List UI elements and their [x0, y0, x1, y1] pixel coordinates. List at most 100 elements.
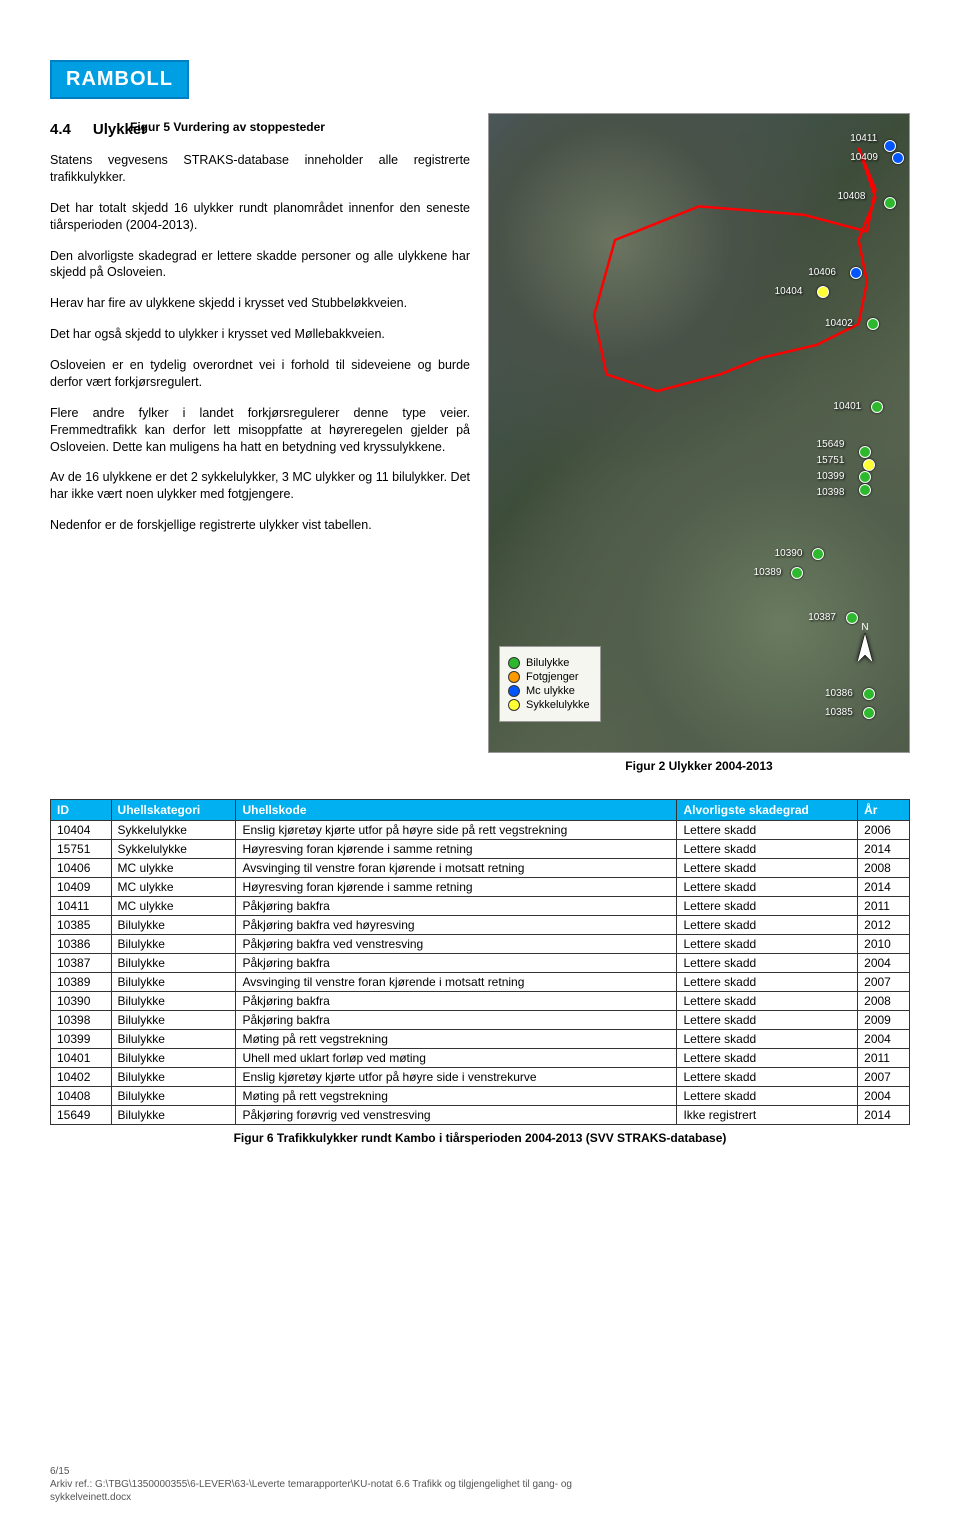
table-cell: Lettere skadd — [677, 973, 858, 992]
table-cell: Sykkelulykke — [111, 821, 236, 840]
table-cell: 15751 — [51, 840, 112, 859]
table-cell: Bilulykke — [111, 1087, 236, 1106]
table-cell: 10406 — [51, 859, 112, 878]
table-cell: Påkjøring forøvrig ved venstresving — [236, 1106, 677, 1125]
table-cell: 2012 — [858, 916, 910, 935]
map-point-label: 10401 — [833, 401, 861, 412]
table-cell: 2004 — [858, 1030, 910, 1049]
table-header: Alvorligste skadegrad — [677, 800, 858, 821]
table-cell: Bilulykke — [111, 973, 236, 992]
table-cell: 2011 — [858, 1049, 910, 1068]
table-cell: 2006 — [858, 821, 910, 840]
table-cell: 2011 — [858, 897, 910, 916]
map-point-label: 10385 — [825, 707, 853, 718]
paragraph: Herav har fire av ulykkene skjedd i krys… — [50, 295, 470, 312]
table-cell: 2007 — [858, 973, 910, 992]
table-cell: Bilulykke — [111, 935, 236, 954]
paragraph: Osloveien er en tydelig overordnet vei i… — [50, 357, 470, 391]
legend-row: Mc ulykke — [508, 685, 590, 697]
table-cell: 10387 — [51, 954, 112, 973]
table-row: 10390BilulykkePåkjøring bakfraLettere sk… — [51, 992, 910, 1011]
table-cell: 10386 — [51, 935, 112, 954]
accident-marker — [884, 197, 896, 209]
table-row: 10401BilulykkeUhell med uklart forløp ve… — [51, 1049, 910, 1068]
map-point-label: 10408 — [838, 191, 866, 202]
table-cell: Bilulykke — [111, 1106, 236, 1125]
map-point-label: 10399 — [817, 471, 845, 482]
paragraph: Det har også skjedd to ulykker i krysset… — [50, 326, 470, 343]
table-cell: 2014 — [858, 878, 910, 897]
legend-label: Fotgjenger — [526, 671, 579, 683]
table-cell: 10408 — [51, 1087, 112, 1106]
map-point-label: 10404 — [775, 286, 803, 297]
figure5-caption: Figur 5 Vurdering av stoppesteder — [130, 120, 470, 134]
table-cell: 2008 — [858, 992, 910, 1011]
table-cell: 15649 — [51, 1106, 112, 1125]
table-header: ID — [51, 800, 112, 821]
map-point-label: 10402 — [825, 318, 853, 329]
legend-label: Sykkelulykke — [526, 699, 590, 711]
map-point-label: 15649 — [817, 439, 845, 450]
table-cell: Lettere skadd — [677, 1030, 858, 1049]
accident-marker — [859, 471, 871, 483]
table-cell: Lettere skadd — [677, 1087, 858, 1106]
paragraph: Den alvorligste skadegrad er lettere ska… — [50, 248, 470, 282]
accidents-table: IDUhellskategoriUhellskodeAlvorligste sk… — [50, 799, 910, 1125]
table-row: 15751SykkelulykkeHøyresving foran kjøren… — [51, 840, 910, 859]
legend-label: Mc ulykke — [526, 685, 575, 697]
paragraph: Flere andre fylker i landet forkjørsregu… — [50, 405, 470, 456]
map-point-label: 10406 — [808, 267, 836, 278]
legend-row: Sykkelulykke — [508, 699, 590, 711]
table-row: 10389BilulykkeAvsvinging til venstre for… — [51, 973, 910, 992]
paragraph: Statens vegvesens STRAKS-database inneho… — [50, 152, 470, 186]
table-cell: Bilulykke — [111, 1011, 236, 1030]
table-cell: 10401 — [51, 1049, 112, 1068]
table-cell: Bilulykke — [111, 916, 236, 935]
table-cell: Lettere skadd — [677, 935, 858, 954]
table-cell: Påkjøring bakfra — [236, 954, 677, 973]
table-cell: 10390 — [51, 992, 112, 1011]
table-row: 10409MC ulykkeHøyresving foran kjørende … — [51, 878, 910, 897]
table-row: 15649BilulykkePåkjøring forøvrig ved ven… — [51, 1106, 910, 1125]
table-cell: MC ulykke — [111, 897, 236, 916]
table-cell: 10385 — [51, 916, 112, 935]
table-cell: Bilulykke — [111, 992, 236, 1011]
table-row: 10387BilulykkePåkjøring bakfraLettere sk… — [51, 954, 910, 973]
accident-marker — [859, 446, 871, 458]
table-cell: Høyresving foran kjørende i samme retnin… — [236, 840, 677, 859]
map-point-label: 10389 — [754, 567, 782, 578]
page-number: 6/15 — [50, 1465, 650, 1478]
table-cell: Påkjøring bakfra ved høyresving — [236, 916, 677, 935]
table-cell: 2007 — [858, 1068, 910, 1087]
figure6-caption: Figur 6 Trafikkulykker rundt Kambo i tiå… — [50, 1131, 910, 1145]
archive-ref: Arkiv ref.: G:\TBG\1350000355\6-LEVER\63… — [50, 1478, 650, 1504]
paragraph: Av de 16 ulykkene er det 2 sykkelulykker… — [50, 469, 470, 503]
accident-marker — [884, 140, 896, 152]
table-cell: 2004 — [858, 954, 910, 973]
table-row: 10385BilulykkePåkjøring bakfra ved høyre… — [51, 916, 910, 935]
accident-marker — [859, 484, 871, 496]
table-cell: 10409 — [51, 878, 112, 897]
table-cell: 10398 — [51, 1011, 112, 1030]
table-cell: 2009 — [858, 1011, 910, 1030]
accident-marker — [863, 459, 875, 471]
table-cell: Bilulykke — [111, 1030, 236, 1049]
legend-label: Bilulykke — [526, 657, 569, 669]
page-footer: 6/15 Arkiv ref.: G:\TBG\1350000355\6-LEV… — [50, 1465, 650, 1504]
map-point-label: 15751 — [817, 455, 845, 466]
table-row: 10386BilulykkePåkjøring bakfra ved venst… — [51, 935, 910, 954]
map-point-label: 10411 — [850, 133, 877, 144]
map-legend: Bilulykke Fotgjenger Mc ulykke Sykkelulykke — [499, 646, 601, 722]
map-point-label: 10409 — [850, 152, 878, 163]
table-cell: Lettere skadd — [677, 821, 858, 840]
table-cell: 10389 — [51, 973, 112, 992]
table-cell: 2010 — [858, 935, 910, 954]
table-cell: Lettere skadd — [677, 1049, 858, 1068]
accident-marker — [863, 688, 875, 700]
paragraph: Det har totalt skjedd 16 ulykker rundt p… — [50, 200, 470, 234]
table-header: År — [858, 800, 910, 821]
table-cell: Ikke registrert — [677, 1106, 858, 1125]
table-cell: Sykkelulykke — [111, 840, 236, 859]
table-cell: Bilulykke — [111, 1068, 236, 1087]
table-row: 10406MC ulykkeAvsvinging til venstre for… — [51, 859, 910, 878]
